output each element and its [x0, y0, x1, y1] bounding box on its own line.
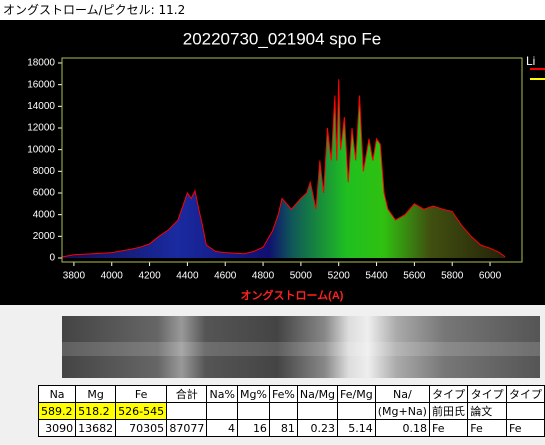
table-cell: 3090: [37, 419, 77, 437]
table-cell: 5.14: [337, 419, 376, 437]
y-tick-label: 10000: [27, 144, 55, 155]
x-tick-label: 5800: [441, 271, 464, 282]
x-tick-label: 4200: [138, 271, 161, 282]
header-cell: タイプ: [467, 385, 507, 403]
table-cell: [337, 402, 376, 420]
table-cell: 81: [268, 419, 298, 437]
spectrum-area: [62, 79, 506, 258]
table-cell: 13682: [75, 419, 117, 437]
y-tick-label: 16000: [27, 79, 55, 90]
chart-title: 20220730_021904 spo Fe: [183, 29, 382, 48]
x-tick-label: 5400: [365, 271, 388, 282]
header-cell: Na/Mg: [296, 385, 339, 403]
x-tick-label: 6000: [479, 271, 502, 282]
scale-label: オングストローム/ピクセル: 11.2: [0, 0, 545, 20]
header-cell: Na: [37, 385, 77, 403]
table-cell: 589.2: [37, 402, 77, 420]
header-cell: Fe: [115, 385, 168, 403]
table-cell: [296, 402, 339, 420]
x-tick-label: 5600: [403, 271, 426, 282]
result-table: Na Mg Fe 合計 Na% Mg% Fe% Na/Mg Fe/Mg Na/タイプ タイプ タイプ 5…: [37, 385, 545, 437]
x-tick-label: 4000: [101, 271, 124, 282]
table-row: 3090 13682 70305 87077 4 16 81 0.23 5.14 0.18 Fe Fe…: [37, 419, 545, 437]
header-cell: 合計: [166, 385, 208, 403]
table-cell: 論文: [467, 402, 507, 420]
table-cell: 0.23: [296, 419, 339, 437]
header-cell: Mg%: [237, 385, 270, 403]
x-tick-label: 3800: [63, 271, 86, 282]
chart: 20220730_021904 spo Fe Li オングストローム(A) 0 2…: [0, 20, 545, 305]
x-tick-label: 4800: [252, 271, 275, 282]
y-tick-label: 2000: [33, 231, 56, 242]
legend-title: Li: [526, 54, 535, 68]
header-cell: Fe/Mg: [337, 385, 376, 403]
x-tick-label: 4600: [214, 271, 237, 282]
y-tick-label: 8000: [33, 166, 56, 177]
table-cell: [166, 402, 208, 420]
y-tick-label: 12000: [27, 123, 55, 134]
plot-frame: [61, 57, 523, 263]
table-cell: 16: [237, 419, 270, 437]
table-cell: 87077: [166, 419, 208, 437]
x-tick-label: 5000: [290, 271, 313, 282]
table-cell: [206, 402, 238, 420]
y-tick-label: 4000: [33, 209, 56, 220]
table-cell: 518.2: [75, 402, 117, 420]
x-tick-label: 4400: [176, 271, 199, 282]
table-cell: [237, 402, 270, 420]
header-cell: Na/: [374, 385, 430, 403]
spectrum-line: [62, 79, 506, 258]
table-cell: Fe: [505, 419, 545, 437]
header-cell: Na%: [206, 385, 238, 403]
table-cell: [505, 402, 545, 420]
table-cell: Fe: [467, 419, 507, 437]
table-header-row: Na Mg Fe 合計 Na% Mg% Fe% Na/Mg Fe/Mg Na/タイプ タイプ タイプ: [37, 385, 545, 403]
table-cell: Fe: [428, 419, 469, 437]
x-axis-label: オングストローム(A): [241, 288, 344, 302]
table-cell: 526-545: [115, 402, 168, 420]
x-tick-label: 5200: [328, 271, 351, 282]
y-tick-label: 18000: [27, 58, 55, 69]
table-cell: 前田氏: [428, 402, 469, 420]
y-tick-label: 14000: [27, 101, 55, 112]
table-row: 589.2 518.2 526-545 (Mg+Na) 前田氏 論文: [37, 402, 545, 420]
y-tick-label: 6000: [33, 188, 56, 199]
header-cell: タイプ: [428, 385, 469, 403]
header-cell: タイプ: [505, 385, 545, 403]
table-cell: (Mg+Na): [374, 402, 430, 420]
table-cell: 4: [206, 419, 238, 437]
table-cell: [268, 402, 298, 420]
table-cell: 0.18: [374, 419, 430, 437]
table-cell: 70305: [115, 419, 168, 437]
header-cell: Mg: [75, 385, 117, 403]
spectrum-image: [62, 316, 540, 378]
y-tick-label: 0: [49, 253, 55, 264]
header-cell: Fe%: [268, 385, 298, 403]
